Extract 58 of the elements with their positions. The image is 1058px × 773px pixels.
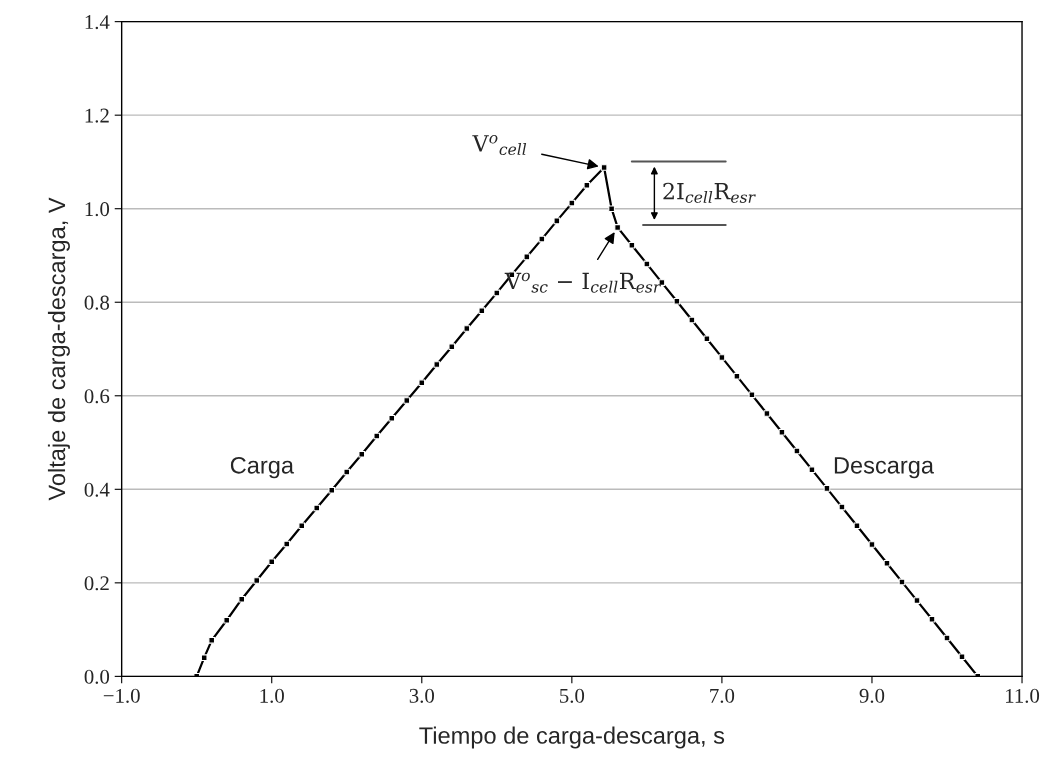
- x-tick-label: 11.0: [1006, 688, 1040, 703]
- x-tick-label: 1.0: [260, 688, 284, 703]
- point: [583, 182, 591, 189]
- y-tick-label: 1.4: [85, 15, 110, 30]
- point: [418, 379, 426, 386]
- point: [763, 410, 771, 417]
- point: [808, 466, 816, 473]
- annotation: V$^{o}$$_{cell}$: [472, 135, 527, 156]
- point: [253, 577, 261, 584]
- x-tick-label: 5.0: [560, 688, 585, 703]
- x-tick-label: −1.0: [103, 688, 140, 703]
- point: [313, 504, 321, 512]
- y-tick-label: 1.0: [85, 202, 110, 217]
- point: [913, 597, 921, 604]
- point: [614, 224, 621, 231]
- x-tick-label: 9.0: [859, 688, 885, 703]
- annotation: Descarga: [834, 457, 934, 479]
- point: [703, 335, 711, 343]
- annotation: Carga: [230, 456, 295, 479]
- point: [238, 595, 246, 603]
- point: [358, 450, 366, 458]
- point: [463, 325, 471, 332]
- point: [823, 485, 831, 492]
- x-tick-label: 3.0: [409, 688, 435, 703]
- x-tick-label: 7.0: [710, 688, 735, 703]
- point: [448, 343, 456, 350]
- annotation: V$^{o}$$_{sc}$ − I$_{cell}$R$_{esr}$: [504, 272, 662, 293]
- point: [958, 653, 966, 661]
- x-axis-title: Tiempo de carga-descarga, s: [419, 726, 725, 749]
- point: [283, 540, 291, 548]
- point: [328, 486, 336, 494]
- y-tick-label: 0.4: [84, 482, 110, 497]
- y-tick-label: 0.2: [84, 576, 109, 591]
- point: [268, 558, 276, 566]
- point: [718, 354, 726, 361]
- annotation: 2I$_{cell}$R$_{esr}$: [663, 182, 756, 203]
- point: [373, 432, 381, 440]
- point: [403, 397, 411, 404]
- point: [478, 307, 486, 314]
- point: [853, 522, 861, 530]
- y-tick-label: 0.8: [84, 295, 110, 310]
- point: [778, 428, 786, 436]
- point: [433, 361, 441, 368]
- y-axis-title: Voltaje de carga-descarga, V: [47, 197, 70, 501]
- point: [608, 205, 615, 213]
- point: [208, 637, 215, 644]
- point: [298, 522, 306, 530]
- point: [200, 654, 208, 661]
- point: [223, 616, 231, 624]
- point: [600, 164, 608, 171]
- point: [343, 468, 351, 476]
- point: [388, 414, 396, 422]
- point: [928, 616, 936, 623]
- y-tick-label: 0.6: [84, 389, 110, 404]
- point: [868, 541, 876, 548]
- point: [673, 298, 681, 305]
- y-tick-label: 1.2: [85, 108, 109, 123]
- y-tick-label: 0.0: [84, 669, 110, 684]
